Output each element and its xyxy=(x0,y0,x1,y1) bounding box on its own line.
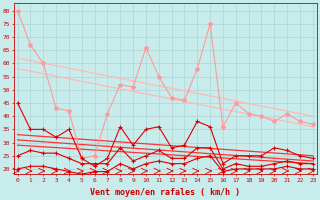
X-axis label: Vent moyen/en rafales ( km/h ): Vent moyen/en rafales ( km/h ) xyxy=(90,188,240,197)
